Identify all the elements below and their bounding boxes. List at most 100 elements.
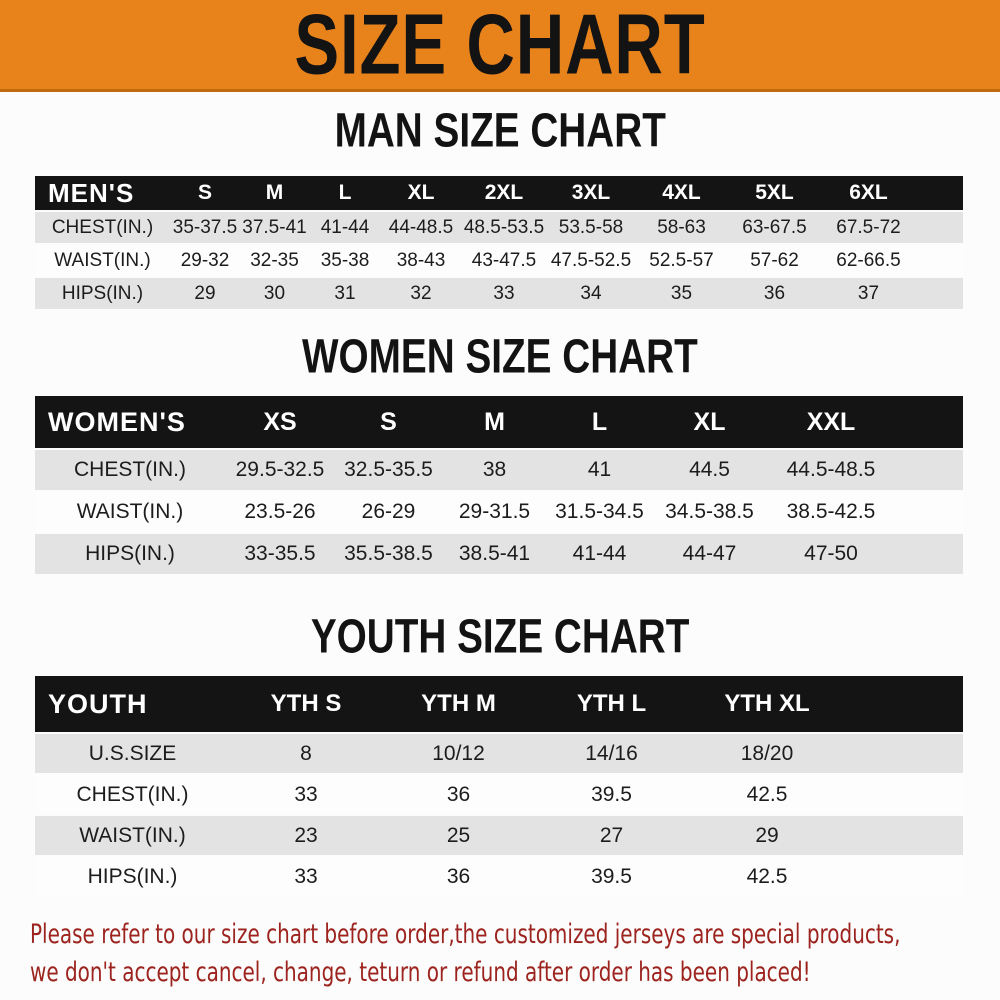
value-cell: 36 bbox=[728, 278, 821, 309]
value-cell: 34 bbox=[547, 278, 635, 309]
filler-cell bbox=[846, 857, 963, 896]
row-label: CHEST(IN.) bbox=[35, 212, 170, 243]
filler-cell bbox=[895, 396, 963, 448]
value-cell: 42.5 bbox=[688, 775, 846, 814]
man-size-chart-heading: MAN SIZE CHART bbox=[0, 104, 1000, 158]
filler-cell bbox=[916, 176, 963, 210]
youth-size-chart-heading-text: YOUTH SIZE CHART bbox=[310, 609, 690, 664]
row-label: HIPS(IN.) bbox=[35, 278, 170, 309]
value-cell: 36 bbox=[382, 857, 535, 896]
value-cell: 34.5-38.5 bbox=[652, 492, 767, 532]
filler-cell bbox=[846, 816, 963, 855]
table-header-row: YOUTH YTH S YTH M YTH L YTH XL bbox=[35, 676, 963, 732]
filler-cell bbox=[846, 676, 963, 732]
column-header: 4XL bbox=[635, 176, 728, 210]
value-cell: 14/16 bbox=[535, 734, 688, 773]
row-label: CHEST(IN.) bbox=[35, 450, 225, 490]
filler-cell bbox=[846, 734, 963, 773]
men-size-table-grid: MEN'S S M L XL 2XL 3XL 4XL 5XL 6XL CHEST(IN.) 35-3… bbox=[35, 174, 963, 311]
women-size-chart-heading: WOMEN SIZE CHART bbox=[0, 330, 1000, 384]
column-header: S bbox=[335, 396, 442, 448]
filler-cell bbox=[895, 450, 963, 490]
column-header: YTH XL bbox=[688, 676, 846, 732]
value-cell: 41-44 bbox=[309, 212, 381, 243]
table-row: U.S.SIZE 8 10/12 14/16 18/20 bbox=[35, 734, 963, 773]
value-cell: 29 bbox=[170, 278, 240, 309]
table-header-row: MEN'S S M L XL 2XL 3XL 4XL 5XL 6XL bbox=[35, 176, 963, 210]
value-cell: 29-31.5 bbox=[442, 492, 547, 532]
value-cell: 44-47 bbox=[652, 534, 767, 574]
value-cell: 39.5 bbox=[535, 775, 688, 814]
value-cell: 41 bbox=[547, 450, 652, 490]
footer-line-1: Please refer to our size chart before or… bbox=[30, 919, 901, 950]
value-cell: 33 bbox=[230, 775, 382, 814]
column-header: 3XL bbox=[547, 176, 635, 210]
value-cell: 35-38 bbox=[309, 245, 381, 276]
banner-title: SIZE CHART bbox=[294, 0, 706, 92]
row-label: WAIST(IN.) bbox=[35, 245, 170, 276]
column-header: YTH S bbox=[230, 676, 382, 732]
value-cell: 57-62 bbox=[728, 245, 821, 276]
value-cell: 35-37.5 bbox=[170, 212, 240, 243]
filler-cell bbox=[916, 278, 963, 309]
value-cell: 58-63 bbox=[635, 212, 728, 243]
column-header: XL bbox=[381, 176, 461, 210]
row-label: CHEST(IN.) bbox=[35, 775, 230, 814]
column-header: YTH M bbox=[382, 676, 535, 732]
value-cell: 38.5-41 bbox=[442, 534, 547, 574]
value-cell: 44-48.5 bbox=[381, 212, 461, 243]
table-header-row: WOMEN'S XS S M L XL XXL bbox=[35, 396, 963, 448]
value-cell: 44.5-48.5 bbox=[767, 450, 895, 490]
footer-note: Please refer to our size chart before or… bbox=[30, 916, 995, 992]
value-cell: 33 bbox=[461, 278, 547, 309]
value-cell: 26-29 bbox=[335, 492, 442, 532]
value-cell: 23 bbox=[230, 816, 382, 855]
value-cell: 42.5 bbox=[688, 857, 846, 896]
column-header: XL bbox=[652, 396, 767, 448]
table-row: HIPS(IN.) 33-35.5 35.5-38.5 38.5-41 41-44 44-… bbox=[35, 534, 963, 574]
row-label: HIPS(IN.) bbox=[35, 857, 230, 896]
value-cell: 33-35.5 bbox=[225, 534, 335, 574]
value-cell: 62-66.5 bbox=[821, 245, 916, 276]
filler-cell bbox=[846, 775, 963, 814]
value-cell: 31.5-34.5 bbox=[547, 492, 652, 532]
table-label: MEN'S bbox=[35, 176, 170, 210]
value-cell: 44.5 bbox=[652, 450, 767, 490]
value-cell: 47.5-52.5 bbox=[547, 245, 635, 276]
filler-cell bbox=[916, 212, 963, 243]
table-label: YOUTH bbox=[35, 676, 230, 732]
value-cell: 32.5-35.5 bbox=[335, 450, 442, 490]
value-cell: 36 bbox=[382, 775, 535, 814]
table-label: WOMEN'S bbox=[35, 396, 225, 448]
value-cell: 53.5-58 bbox=[547, 212, 635, 243]
column-header: 2XL bbox=[461, 176, 547, 210]
value-cell: 39.5 bbox=[535, 857, 688, 896]
youth-size-chart-heading: YOUTH SIZE CHART bbox=[0, 609, 1000, 664]
value-cell: 32-35 bbox=[240, 245, 309, 276]
filler-cell bbox=[895, 492, 963, 532]
youth-size-table-grid: YOUTH YTH S YTH M YTH L YTH XL U.S.SIZE 8 10/1… bbox=[35, 674, 963, 898]
value-cell: 41-44 bbox=[547, 534, 652, 574]
value-cell: 33 bbox=[230, 857, 382, 896]
value-cell: 27 bbox=[535, 816, 688, 855]
women-size-table-grid: WOMEN'S XS S M L XL XXL CHEST(IN.) 29.5-32.5 32.… bbox=[35, 394, 963, 576]
value-cell: 35.5-38.5 bbox=[335, 534, 442, 574]
banner: SIZE CHART bbox=[0, 0, 1000, 92]
value-cell: 30 bbox=[240, 278, 309, 309]
value-cell: 35 bbox=[635, 278, 728, 309]
filler-cell bbox=[895, 534, 963, 574]
column-header: XS bbox=[225, 396, 335, 448]
value-cell: 29-32 bbox=[170, 245, 240, 276]
table-row: CHEST(IN.) 29.5-32.5 32.5-35.5 38 41 44.5 44.5… bbox=[35, 450, 963, 490]
value-cell: 67.5-72 bbox=[821, 212, 916, 243]
value-cell: 48.5-53.5 bbox=[461, 212, 547, 243]
value-cell: 37 bbox=[821, 278, 916, 309]
table-row: CHEST(IN.) 33 36 39.5 42.5 bbox=[35, 775, 963, 814]
column-header: 5XL bbox=[728, 176, 821, 210]
value-cell: 18/20 bbox=[688, 734, 846, 773]
value-cell: 29 bbox=[688, 816, 846, 855]
table-row: WAIST(IN.) 23.5-26 26-29 29-31.5 31.5-34.5 34… bbox=[35, 492, 963, 532]
youth-size-table: YOUTH YTH S YTH M YTH L YTH XL U.S.SIZE 8 10/1… bbox=[35, 674, 963, 898]
row-label: WAIST(IN.) bbox=[35, 816, 230, 855]
value-cell: 63-67.5 bbox=[728, 212, 821, 243]
